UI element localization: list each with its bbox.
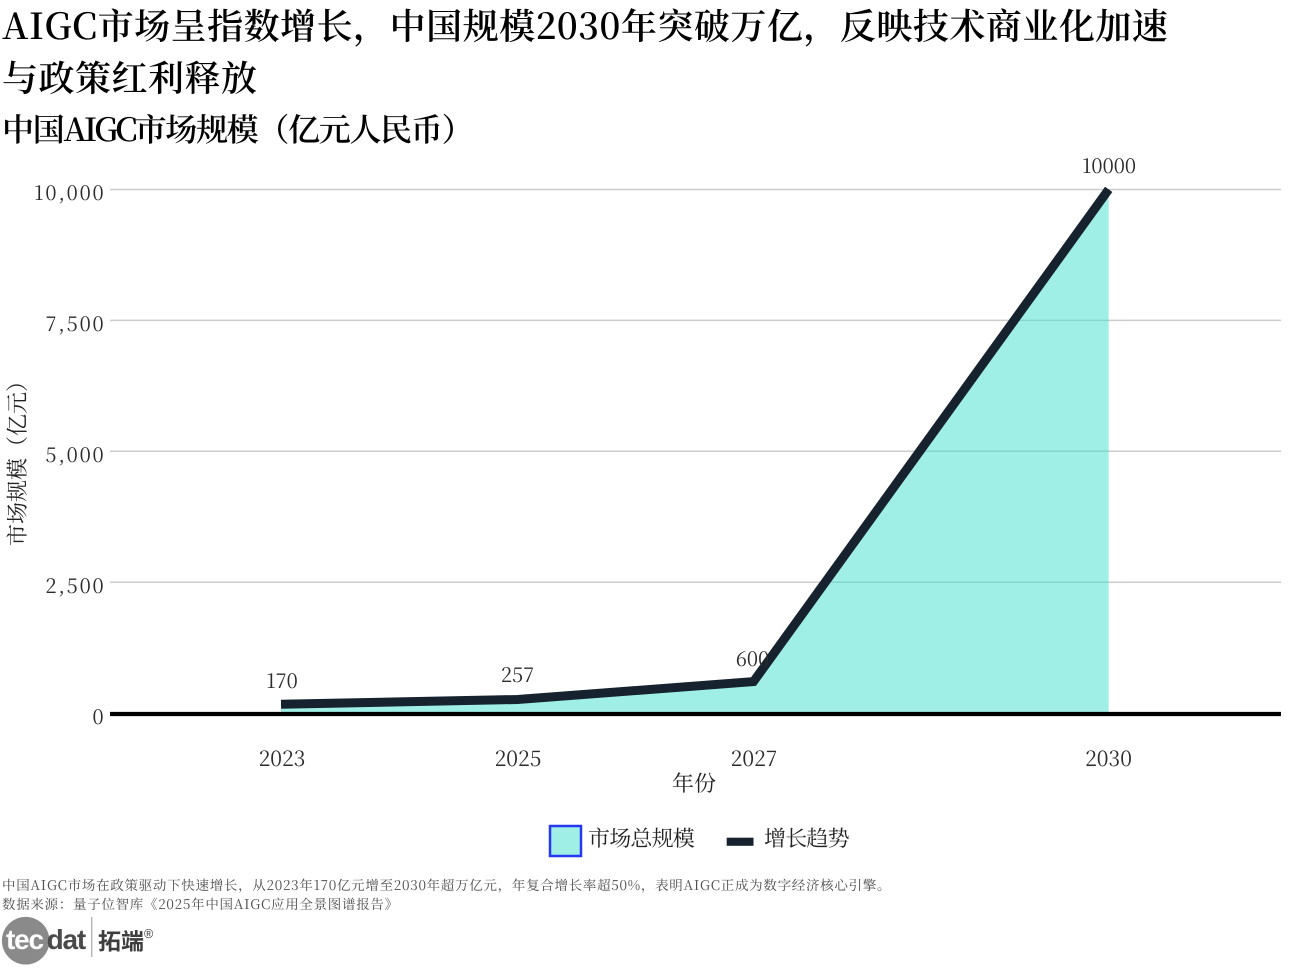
svg-text:®: ® <box>144 927 154 941</box>
svg-text:拓端: 拓端 <box>98 923 144 957</box>
svg-text:tec: tec <box>6 924 43 955</box>
svg-text:dat: dat <box>47 924 86 955</box>
